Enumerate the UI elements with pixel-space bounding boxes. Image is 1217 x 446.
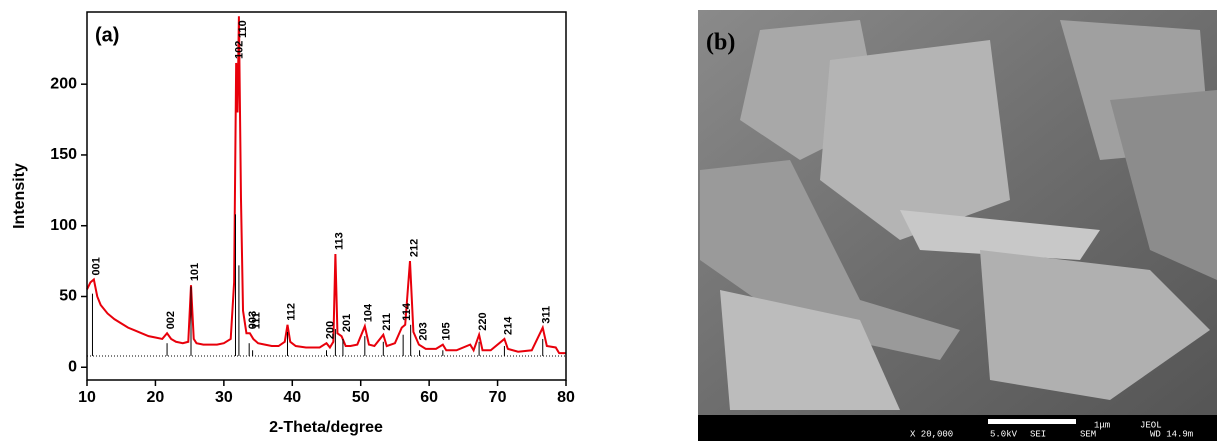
x-axis-title: 2-Theta/degree [269, 419, 383, 436]
peak-label: 111 [251, 312, 263, 329]
peak-label: 214 [502, 316, 514, 335]
peak-label: 203 [417, 322, 429, 340]
peak-label: 104 [363, 303, 375, 322]
y-tick-label: 0 [68, 358, 77, 375]
peak-label: 220 [477, 312, 489, 330]
peak-label: 112 [285, 303, 297, 321]
x-tick-label: 40 [283, 389, 301, 406]
sem-info: 5.0kV [990, 429, 1018, 439]
peak-label: 211 [381, 313, 393, 331]
peak-label: 101 [189, 263, 201, 281]
plot-frame [86, 11, 567, 381]
peak-label: 002 [165, 311, 177, 329]
x-tick-label: 50 [352, 389, 370, 406]
sem-info: JEOL [1140, 420, 1162, 430]
y-tick-label: 200 [50, 75, 77, 92]
y-tick-label: 100 [50, 217, 77, 234]
panel-label: (a) [95, 24, 119, 46]
y-axis-title: Intensity [11, 163, 28, 229]
peak-label: 212 [409, 239, 421, 257]
sem-info: SEM [1080, 429, 1096, 439]
y-tick-label: 150 [50, 146, 77, 163]
peak-label: 102 [233, 41, 245, 59]
x-tick-label: 80 [557, 389, 575, 406]
peak-label: 200 [324, 321, 336, 339]
x-tick-label: 70 [489, 389, 507, 406]
peak-label: 003 [247, 311, 259, 329]
peak-label: 114 [401, 302, 413, 321]
sem-info: X 20,000 [910, 429, 953, 439]
x-tick-label: 30 [215, 389, 233, 406]
sem-info: 1μm [1094, 420, 1110, 430]
sem-info: WD 14.9m [1150, 429, 1193, 439]
sem-image [698, 10, 1217, 441]
panel-label: (b) [706, 30, 735, 56]
peak-label: 311 [541, 306, 553, 324]
peak-label: 201 [341, 314, 353, 332]
x-tick-label: 20 [147, 389, 165, 406]
peak-label: 001 [90, 257, 102, 275]
peak-label: 113 [333, 232, 345, 250]
peak-label: 110 [237, 20, 249, 38]
x-tick-label: 10 [78, 389, 96, 406]
peak-label: 105 [441, 322, 453, 340]
sem-info: SEI [1030, 429, 1046, 439]
y-tick-label: 50 [59, 288, 77, 305]
xrd-curve [86, 16, 566, 355]
x-tick-label: 60 [420, 389, 438, 406]
